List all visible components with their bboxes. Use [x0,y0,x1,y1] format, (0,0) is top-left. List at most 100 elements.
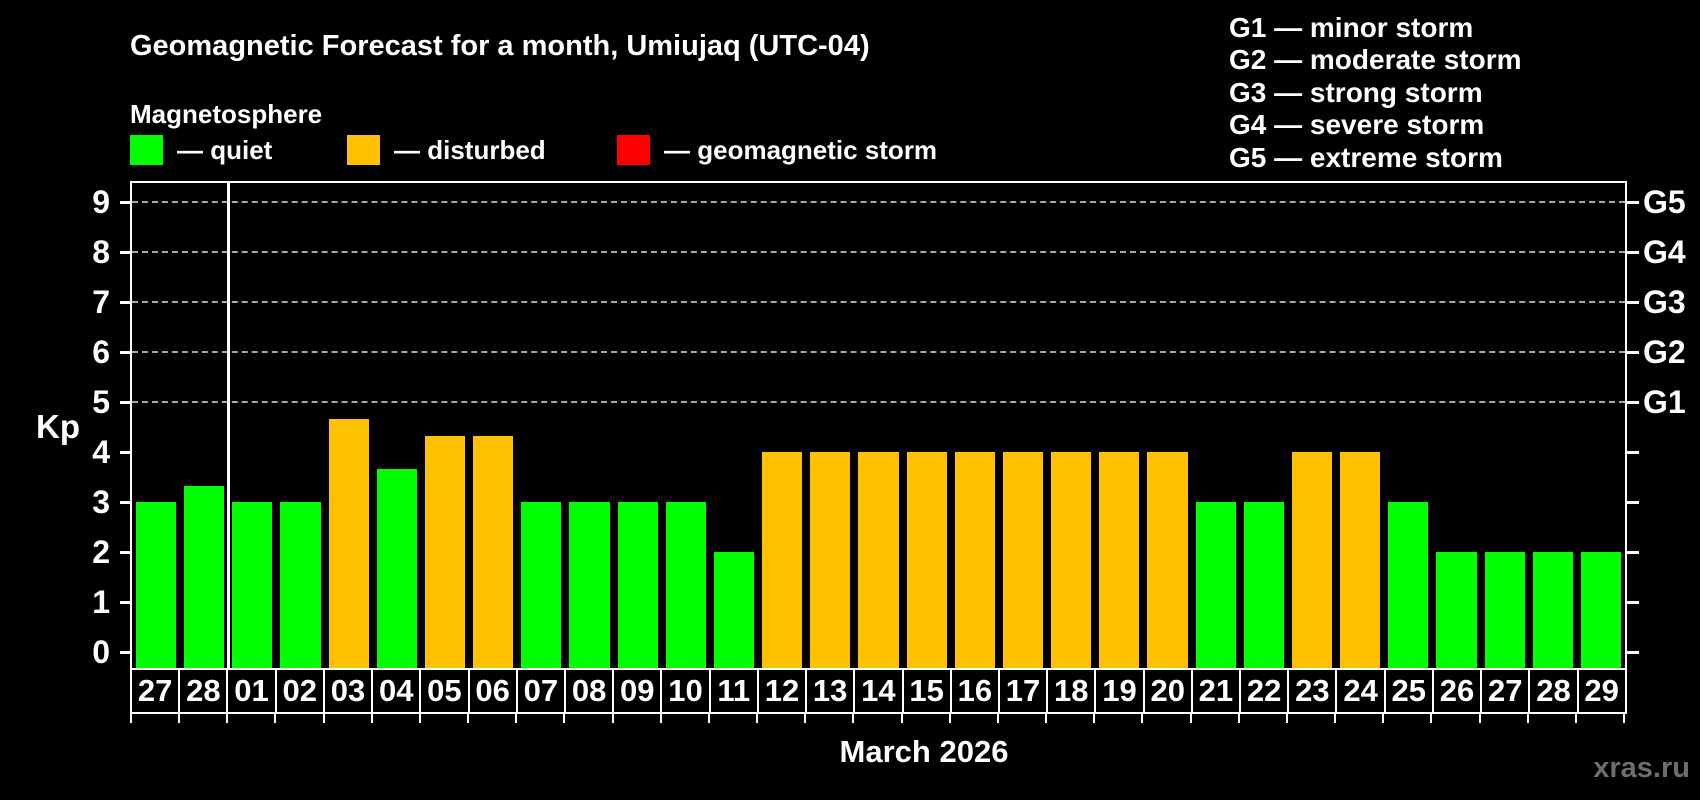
legend-item-disturbed: — disturbed [347,135,546,165]
day-label-28-27: 27 [1482,670,1531,712]
x-boundary-tick-0 [130,714,132,723]
x-boundary-tick-29 [1526,714,1529,723]
kp-bar-24-day-23 [1291,452,1333,668]
right-axis-label-G2: G2 [1643,334,1686,370]
y-tick-right-7 [1625,300,1639,304]
y-tick-left-5 [120,400,132,404]
y-tick-left-7 [120,300,132,304]
kp-bar-1-day-28 [184,485,225,668]
right-axis-label-G3: G3 [1643,284,1686,320]
x-boundary-tick-17 [948,714,951,723]
y-tick-right-4 [1625,450,1639,454]
x-boundary-tick-7 [467,714,470,723]
day-label-5-04: 04 [373,670,422,712]
y-tick-right-9 [1625,200,1639,204]
storm-swatch [617,135,650,165]
y-tick-label-7: 7 [92,284,110,320]
y-tick-left-8 [120,250,132,254]
right-axis-label-G4: G4 [1643,234,1686,270]
y-tick-right-0 [1625,650,1639,654]
day-label-30-29: 29 [1584,673,1619,708]
kp-bar-23-day-22 [1243,502,1284,668]
x-boundary-tick-12 [707,714,710,723]
x-boundary-tick-22 [1189,714,1192,723]
y-tick-left-4 [120,450,132,454]
g-legend-line-4: G4 — severe storm [1229,109,1485,141]
gridline-kp6 [132,351,1625,353]
y-tick-label-9: 9 [92,184,110,220]
y-tick-label-4: 4 [92,434,110,470]
y-tick-label-3: 3 [92,484,110,520]
kp-bar-19-day-18 [1051,452,1092,668]
y-tick-right-3 [1625,500,1639,504]
g-legend-line-5: G5 — extreme storm [1229,141,1503,173]
legend-item-quiet: — quiet [130,135,272,165]
day-label-0-27: 27 [132,670,181,712]
right-axis-label-G1: G1 [1643,384,1686,420]
x-boundary-tick-31 [1623,714,1625,723]
y-tick-left-9 [120,200,132,204]
y-tick-label-0: 0 [92,634,110,670]
x-boundary-tick-5 [370,714,373,723]
x-boundary-tick-18 [996,714,999,723]
g-legend-line-2: G2 — moderate storm [1229,44,1522,76]
kp-bar-21-day-20 [1147,452,1188,668]
y-tick-right-6 [1625,350,1639,354]
day-label-20-19: 19 [1096,670,1145,712]
magnetosphere-label: Magnetosphere [130,99,323,129]
day-label-12-11: 11 [711,670,759,712]
y-tick-right-2 [1625,550,1639,554]
x-axis-title: March 2026 [839,734,1009,769]
day-label-1-28: 28 [180,670,229,712]
day-label-16-15: 15 [904,670,952,712]
g-legend-line-3: G3 — strong storm [1229,76,1483,108]
y-tick-right-1 [1625,600,1639,604]
day-label-2-01: 01 [228,670,277,712]
day-label-3-02: 02 [277,670,325,712]
kp-bar-22-day-21 [1195,502,1236,668]
y-tick-label-6: 6 [92,334,110,370]
x-boundary-tick-3 [274,714,277,723]
x-boundary-tick-14 [804,714,807,723]
quiet-swatch [130,135,163,165]
legend-label-storm: — geomagnetic storm [664,134,938,165]
y-tick-left-1 [120,600,132,604]
gridline-kp7 [132,301,1625,303]
x-boundary-tick-2 [226,714,229,723]
kp-bar-10-day-09 [617,502,658,668]
day-label-22-21: 21 [1193,670,1242,712]
x-boundary-tick-23 [1237,714,1240,723]
g-scale-legend: G1 — minor storm G2 — moderate storm G3 — … [1229,12,1522,174]
y-tick-right-8 [1625,250,1639,254]
day-label-6-05: 05 [421,670,470,712]
day-label-21-20: 20 [1145,670,1193,712]
day-label-17-16: 16 [952,670,1000,712]
day-label-7-06: 06 [470,670,518,712]
y-tick-left-3 [120,500,132,504]
legend-label-quiet: — quiet [177,134,273,165]
day-label-26-25: 25 [1386,670,1434,712]
x-boundary-tick-21 [1141,714,1144,723]
plot-area [130,181,1627,668]
y-tick-right-5 [1625,400,1639,404]
y-tick-label-8: 8 [92,234,110,270]
x-boundary-tick-6 [418,714,421,723]
kp-bar-17-day-16 [954,452,995,668]
x-boundary-tick-28 [1478,714,1481,723]
legend-label-disturbed: — disturbed [394,134,546,165]
gridline-kp9 [132,201,1625,203]
kp-bar-28-day-27 [1484,552,1525,668]
x-boundary-tick-25 [1334,714,1337,723]
kp-bar-6-day-05 [424,435,466,668]
kp-bar-26-day-25 [1388,502,1429,668]
disturbed-swatch [347,135,380,165]
kp-bar-2-day-01 [232,502,273,668]
day-label-19-18: 18 [1048,670,1097,712]
day-label-18-17: 17 [1000,670,1049,712]
x-boundary-tick-15 [852,714,855,723]
x-boundary-tick-4 [322,714,325,723]
day-label-15-14: 14 [855,670,904,712]
x-axis-day-labels: 27 28 01 02 03 04 05 06 07 08 09 10 11 12 13 14 15 16 17 18… [130,668,1627,714]
day-label-8-07: 07 [518,670,566,712]
